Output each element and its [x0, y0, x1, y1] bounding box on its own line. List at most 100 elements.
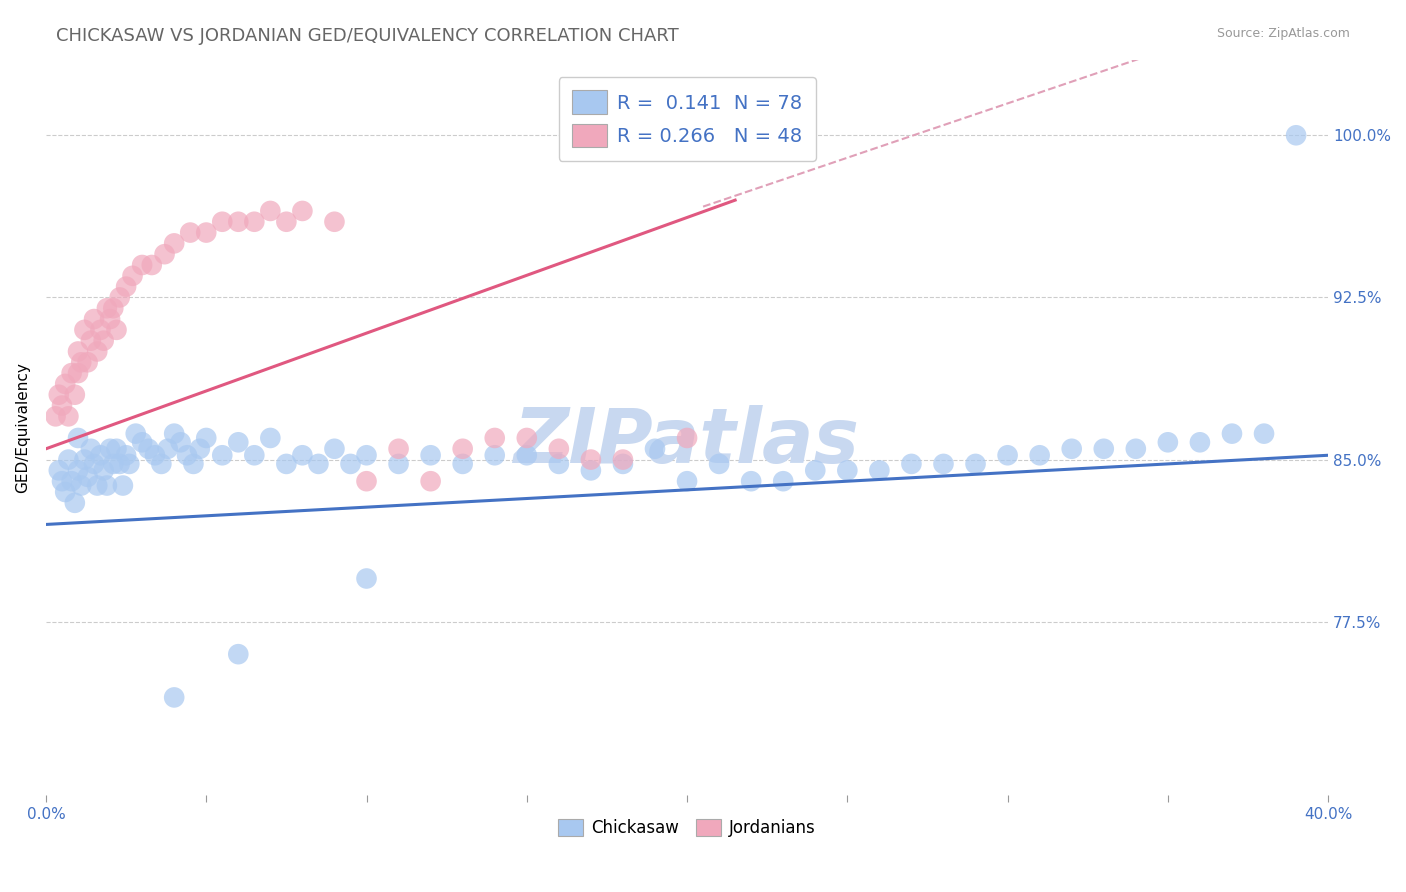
Point — [644, 442, 666, 456]
Point — [80, 334, 103, 348]
Point — [153, 247, 176, 261]
Point — [356, 572, 378, 586]
Point — [1125, 442, 1147, 456]
Point — [163, 426, 186, 441]
Point — [48, 388, 70, 402]
Point — [900, 457, 922, 471]
Point — [63, 496, 86, 510]
Point — [226, 215, 249, 229]
Point — [53, 485, 76, 500]
Point — [579, 452, 602, 467]
Point — [547, 457, 569, 471]
Point — [932, 457, 955, 471]
Point — [138, 442, 160, 456]
Text: CHICKASAW VS JORDANIAN GED/EQUIVALENCY CORRELATION CHART: CHICKASAW VS JORDANIAN GED/EQUIVALENCY C… — [56, 27, 679, 45]
Point — [1220, 426, 1243, 441]
Point — [150, 457, 173, 471]
Point — [105, 442, 128, 456]
Point — [1157, 435, 1180, 450]
Point — [108, 290, 131, 304]
Point — [53, 376, 76, 391]
Point — [612, 457, 634, 471]
Point — [226, 647, 249, 661]
Point — [70, 355, 93, 369]
Point — [547, 442, 569, 456]
Point — [516, 448, 538, 462]
Point — [45, 409, 67, 424]
Point — [66, 463, 89, 477]
Y-axis label: GED/Equivalency: GED/Equivalency — [15, 362, 30, 492]
Point — [243, 448, 266, 462]
Point — [339, 457, 361, 471]
Point — [66, 431, 89, 445]
Point — [73, 452, 96, 467]
Point — [131, 435, 153, 450]
Point — [96, 478, 118, 492]
Point — [51, 399, 73, 413]
Point — [804, 463, 827, 477]
Point — [1060, 442, 1083, 456]
Point — [211, 215, 233, 229]
Point — [70, 478, 93, 492]
Point — [103, 457, 125, 471]
Legend: Chickasaw, Jordanians: Chickasaw, Jordanians — [550, 810, 824, 846]
Point — [276, 457, 298, 471]
Point — [451, 457, 474, 471]
Point — [169, 435, 191, 450]
Point — [89, 323, 111, 337]
Point — [108, 457, 131, 471]
Point — [96, 301, 118, 316]
Text: ZIPatlas: ZIPatlas — [515, 405, 860, 479]
Point — [105, 323, 128, 337]
Point — [86, 478, 108, 492]
Point — [837, 463, 859, 477]
Point — [356, 474, 378, 488]
Point — [226, 435, 249, 450]
Point — [48, 463, 70, 477]
Point — [163, 690, 186, 705]
Point — [276, 215, 298, 229]
Point — [676, 474, 699, 488]
Point — [211, 448, 233, 462]
Point — [103, 301, 125, 316]
Point — [93, 334, 115, 348]
Point — [1092, 442, 1115, 456]
Point — [868, 463, 890, 477]
Point — [111, 478, 134, 492]
Point — [66, 366, 89, 380]
Point — [60, 366, 83, 380]
Point — [259, 203, 281, 218]
Point — [1188, 435, 1211, 450]
Point — [965, 457, 987, 471]
Point — [131, 258, 153, 272]
Point — [323, 215, 346, 229]
Point — [58, 452, 80, 467]
Point — [83, 312, 105, 326]
Point — [93, 463, 115, 477]
Point — [121, 268, 143, 283]
Point — [73, 323, 96, 337]
Point — [118, 457, 141, 471]
Point — [188, 442, 211, 456]
Point — [259, 431, 281, 445]
Point — [387, 442, 409, 456]
Point — [291, 203, 314, 218]
Point — [387, 457, 409, 471]
Point — [163, 236, 186, 251]
Point — [183, 457, 205, 471]
Point — [1285, 128, 1308, 143]
Point — [516, 431, 538, 445]
Point — [195, 431, 218, 445]
Point — [125, 426, 148, 441]
Point — [612, 452, 634, 467]
Point — [156, 442, 179, 456]
Point — [243, 215, 266, 229]
Point — [98, 312, 121, 326]
Text: Source: ZipAtlas.com: Source: ZipAtlas.com — [1216, 27, 1350, 40]
Point — [291, 448, 314, 462]
Point — [66, 344, 89, 359]
Point — [179, 226, 201, 240]
Point — [484, 431, 506, 445]
Point — [80, 442, 103, 456]
Point — [307, 457, 329, 471]
